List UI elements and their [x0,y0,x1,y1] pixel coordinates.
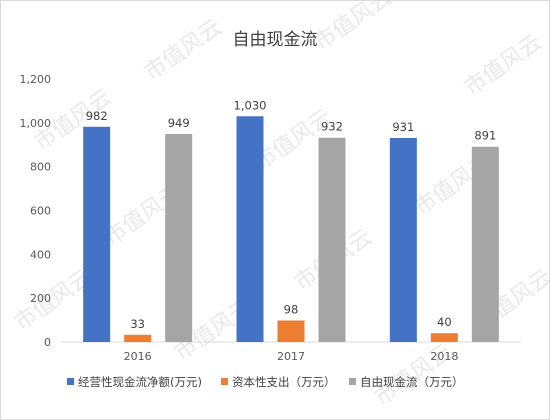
legend-label: 经营性现金流净额(万元) [78,375,202,389]
watermark-text: 市值风云 [460,30,546,101]
x-tick-label: 2018 [430,350,458,363]
bars-layer: 982 33 949 1,030 98 932 931 40 891 [83,98,499,342]
data-label: 1,030 [234,98,267,112]
legend-label: 自由现金流（万元） [360,375,464,389]
bar [165,134,193,342]
y-tick-label: 800 [30,161,51,174]
legend-swatch [67,378,74,385]
bar [389,137,417,342]
bar [277,320,305,342]
legend-swatch [349,378,356,385]
y-tick-label: 1,000 [20,117,52,130]
bar [83,126,111,342]
data-label: 40 [437,315,452,329]
data-label: 33 [130,317,145,331]
y-axis: 0 200 400 600 800 1,000 1,200 [20,73,52,349]
x-tick-label: 2017 [277,350,305,363]
data-label: 931 [392,120,414,134]
chart-title: 自由现金流 [233,30,318,50]
watermark-text: 市值风云 [140,15,226,86]
data-label: 891 [474,129,496,143]
y-tick-label: 400 [30,248,51,261]
data-label: 932 [321,120,343,134]
data-label: 982 [86,109,108,123]
y-tick-label: 600 [30,205,51,218]
y-tick-label: 0 [44,336,51,349]
x-tick-label: 2016 [124,350,152,363]
y-tick-label: 1,200 [20,73,52,86]
bar [318,137,346,342]
legend-label: 资本性支出（万元） [232,375,336,389]
bar [471,146,499,342]
legend: 经营性现金流净额(万元) 资本性支出（万元） 自由现金流（万元） [67,375,464,389]
y-tick-label: 200 [30,292,51,305]
data-label: 949 [168,116,190,130]
data-label: 98 [284,303,299,317]
bar [430,333,458,342]
watermark-text: 市值风云 [310,1,396,56]
legend-swatch [221,378,228,385]
x-axis: 2016 2017 2018 [124,350,459,363]
bar [124,334,152,342]
bar [236,116,264,342]
